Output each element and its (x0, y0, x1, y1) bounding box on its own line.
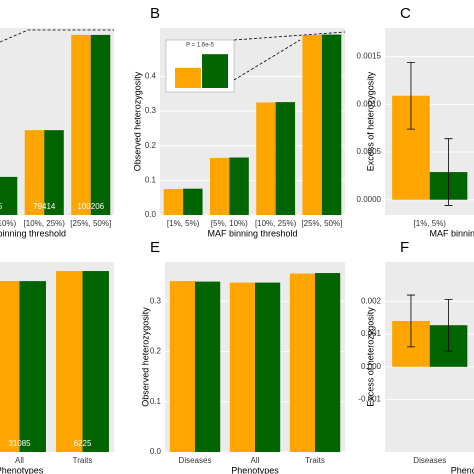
y-tick-label: 0.0015 (357, 52, 382, 61)
y-tick-label: 0.0010 (357, 99, 382, 108)
bar (229, 282, 255, 452)
panel-label: F (400, 239, 409, 256)
zoom-line (233, 31, 346, 81)
y-tick-label: 0.2 (145, 141, 157, 150)
bar (90, 34, 111, 215)
bar (19, 281, 46, 452)
bar (302, 34, 322, 215)
y-tick-label: 0.3 (145, 106, 157, 115)
x-tick-label: Traits (73, 456, 93, 465)
x-tick-label: [25%, 50%] (70, 219, 111, 228)
x-tick-label: Diseases (179, 456, 212, 465)
error-bar (444, 138, 453, 206)
y-tick-label: 0.1 (145, 175, 157, 184)
bar (169, 281, 195, 452)
y-axis-title: Observed heterozygosity (140, 307, 150, 407)
x-tick-label: All (251, 456, 260, 465)
x-tick-label: [10%, 25%) (255, 219, 297, 228)
y-tick-label: -0.001 (358, 395, 381, 404)
bar (275, 102, 296, 215)
panel-label: E (150, 239, 160, 256)
y-axis-title: Observed heterozygosity (132, 71, 142, 171)
inset-text: P = 1.6e-5 (186, 43, 214, 49)
count-label: 100206 (77, 202, 104, 211)
error-bar (444, 298, 453, 352)
bar (315, 273, 341, 452)
bar (56, 271, 83, 452)
bar (229, 157, 249, 215)
y-tick-label: 0.4 (145, 72, 157, 81)
y-axis-title: Excess of heterozygosity (365, 71, 375, 171)
x-axis-title: Phenotypes (0, 465, 44, 474)
bar (195, 281, 221, 452)
count-label: 55 (0, 202, 3, 211)
y-tick-label: 0.0 (150, 447, 162, 456)
y-axis-title: Excess of heterozygosity (365, 307, 375, 407)
bar (255, 282, 281, 452)
x-axis-title: Phenotypes (451, 465, 474, 474)
count-label: 31085 (8, 439, 31, 448)
x-axis-title: MAF binning threshold (0, 228, 66, 238)
y-tick-label: 0.1 (150, 397, 162, 406)
bar (256, 102, 276, 215)
error-bar (406, 294, 415, 348)
bar (209, 157, 230, 215)
x-tick-label: [1%, 5%) (167, 219, 200, 228)
y-tick-label: 0.001 (361, 329, 382, 338)
x-tick-label: [1%, 5%) (414, 219, 447, 228)
bar (289, 273, 315, 452)
y-tick-label: 0.000 (361, 362, 382, 371)
x-axis-title: Phenotypes (231, 465, 279, 474)
y-tick-label: 0.0000 (357, 195, 382, 204)
error-bar (406, 61, 415, 130)
count-label: 79414 (33, 202, 56, 211)
x-tick-label: [10%, 25%) (24, 219, 66, 228)
x-axis-title: MAF binning threshold (207, 228, 297, 238)
x-axis-title: MAF binning threshold (429, 228, 474, 238)
x-tick-label: [5%, 10%) (0, 219, 17, 228)
inset-bar (202, 54, 228, 88)
bar (321, 34, 342, 216)
y-tick-label: 0.2 (150, 347, 162, 356)
x-tick-label: [5%, 10%) (211, 219, 248, 228)
bar (183, 188, 203, 215)
bar (71, 34, 91, 215)
bar (24, 130, 45, 215)
bar (44, 130, 64, 215)
bar (82, 271, 109, 452)
y-tick-label: 0.3 (150, 296, 162, 305)
x-tick-label: Diseases (413, 456, 446, 465)
inset-bar (175, 67, 201, 88)
count-label: 6225 (74, 439, 92, 448)
y-tick-label: 0.0005 (357, 147, 382, 156)
panel-label: B (150, 5, 160, 22)
panel-label: C (400, 5, 411, 22)
x-tick-label: All (15, 456, 24, 465)
zoom-line (0, 29, 114, 43)
bar (0, 281, 20, 452)
y-tick-label: 0.002 (361, 296, 382, 305)
bar (0, 176, 18, 215)
x-tick-label: Traits (305, 456, 325, 465)
y-tick-label: 0.0 (145, 210, 157, 219)
x-tick-label: [25%, 50%] (301, 219, 342, 228)
bar (163, 189, 184, 215)
